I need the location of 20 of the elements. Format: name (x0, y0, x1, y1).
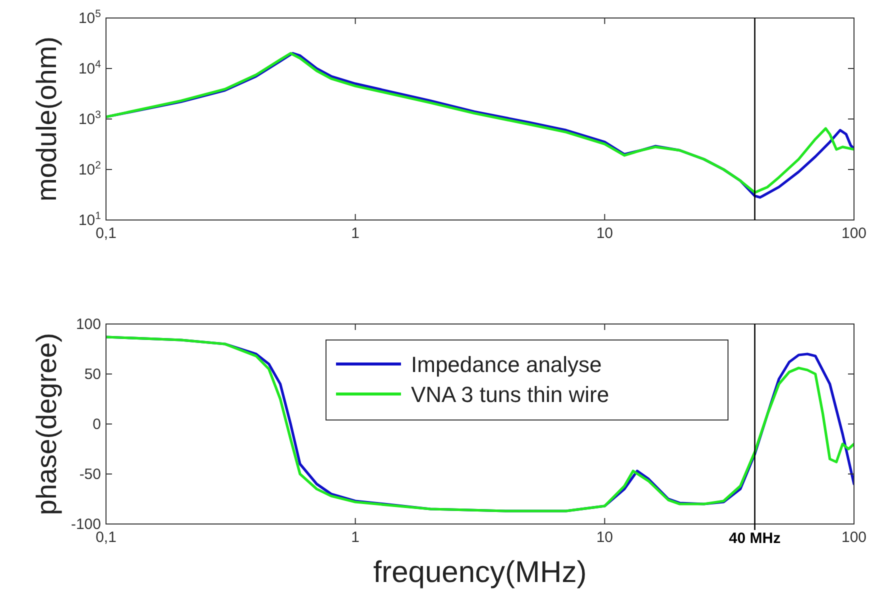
y-axis-title: module(ohm) (31, 36, 62, 202)
y-tick-label: 10$^{2}$ (78, 160, 102, 178)
x-tick-label: 100 (841, 225, 867, 242)
y-tick-label: 0 (92, 416, 101, 433)
x-tick-label: 10 (596, 529, 614, 546)
x-tick-label: 1 (351, 529, 360, 546)
x-tick-label: 1 (351, 225, 360, 242)
y-tick-label: 100 (76, 316, 101, 333)
legend-label: VNA 3 tuns thin wire (411, 382, 610, 407)
y-tick-label: 10$^{5}$ (78, 8, 102, 27)
legend-label: Impedance analyse (411, 352, 602, 377)
x-axis-title: frequency(MHz) (373, 556, 587, 589)
y-tick-label: 50 (84, 366, 101, 383)
y-tick-label: 10$^{4}$ (78, 58, 102, 78)
x-tick-label: 10 (596, 225, 614, 242)
x-tick-label: 100 (841, 529, 867, 546)
ref-line-label: 40 MHz (728, 530, 781, 547)
y-tick-label: 10$^{3}$ (78, 109, 102, 128)
y-tick-label: -50 (79, 466, 101, 483)
y-axis-title: phase(degree) (31, 332, 62, 516)
